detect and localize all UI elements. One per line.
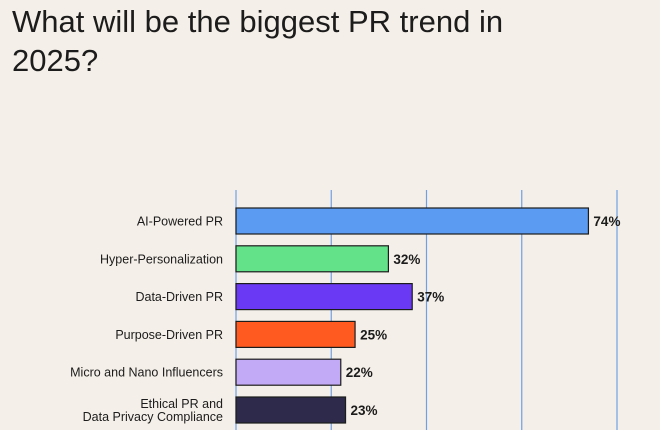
bar [235, 320, 356, 348]
value-label: 32% [393, 252, 420, 267]
bar [235, 396, 347, 424]
value-label: 37% [417, 290, 444, 305]
bar [235, 245, 389, 273]
category-labels: AI-Powered PR Hyper-Personalization Data-D… [70, 215, 223, 425]
category-label: Ethical PR and Data Privacy Compliance [83, 397, 223, 424]
category-label: AI-Powered PR [137, 215, 223, 229]
category-label: Micro and Nano Influencers [70, 366, 223, 380]
value-labels: 74% 32% 37% 25% 22% 23% [346, 214, 621, 418]
bars [235, 207, 590, 424]
category-label: Purpose-Driven PR [115, 328, 223, 342]
bar [235, 207, 590, 235]
category-label: Data-Driven PR [135, 290, 223, 304]
value-label: 23% [351, 403, 378, 418]
bar [235, 283, 413, 311]
value-label: 74% [593, 214, 620, 229]
value-label: 22% [346, 365, 373, 380]
bar [235, 358, 342, 386]
category-label: Hyper-Personalization [100, 252, 223, 266]
value-label: 25% [360, 327, 387, 342]
chart-title: What will be the biggest PR trend in 202… [12, 4, 504, 78]
